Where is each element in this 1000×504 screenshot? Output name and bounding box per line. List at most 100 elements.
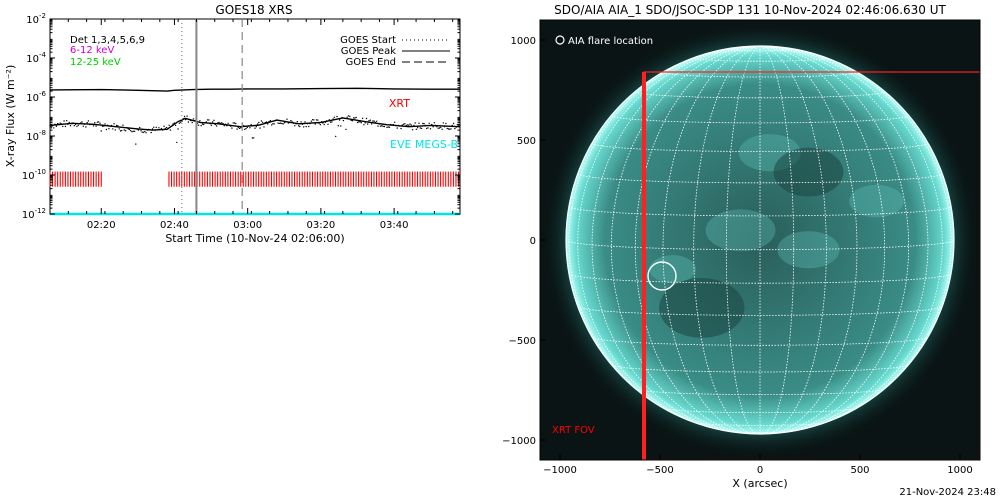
heliographic-grid-line	[634, 45, 761, 435]
goes-flux-point	[445, 122, 447, 125]
goes-flux-point	[294, 125, 296, 127]
goes-flux-point	[419, 127, 421, 129]
goes-flux-point	[191, 121, 193, 124]
goes-flux-point	[214, 123, 216, 126]
goes-flux-point	[178, 122, 181, 124]
goes-flux-point	[232, 122, 234, 124]
goes-flux-point	[420, 127, 423, 130]
goes-flux-point	[67, 123, 69, 125]
goes-flux-point	[447, 128, 450, 130]
goes-flux-point	[423, 123, 425, 125]
goes-flux-point	[347, 115, 350, 117]
y-axis-label: X-ray Flux (W m⁻²)	[4, 65, 17, 167]
goes-flux-point	[140, 130, 142, 132]
flare-location-circle	[647, 261, 677, 291]
goes-flux-point	[309, 122, 311, 125]
goes-flux-point	[350, 119, 352, 122]
goes-flux-point	[221, 122, 223, 124]
heliographic-grid-line	[759, 45, 943, 432]
heliographic-grid-line	[759, 45, 910, 434]
goes-flux-point	[317, 119, 319, 121]
goes-flux-point	[200, 125, 202, 127]
goes-flux-point	[356, 121, 359, 124]
goes-flux-point	[180, 121, 182, 124]
goes-flux-point	[372, 120, 374, 122]
image-y-tick-label: −500	[509, 336, 536, 347]
goes-flux-point	[223, 125, 225, 127]
goes-flux-point	[391, 124, 393, 126]
goes-flux-point	[428, 122, 430, 125]
goes-flux-point	[427, 127, 429, 129]
image-y-tick-label: 1000	[511, 36, 536, 47]
goes-flux-point	[114, 129, 117, 131]
goes-flux-point	[443, 126, 446, 128]
dark-region	[659, 278, 745, 338]
goes-flux-point	[160, 128, 163, 130]
x-tick-label: 03:40	[380, 220, 409, 231]
goes-flux-point	[87, 120, 90, 122]
x-tick-label: 02:20	[87, 220, 116, 231]
goes-flux-point	[381, 125, 383, 127]
goes-flux-point	[305, 125, 307, 128]
goes-flux-point	[281, 122, 283, 125]
goes-flux-point	[440, 126, 442, 129]
goes-flux-point	[168, 124, 170, 127]
goes-flux-point	[354, 117, 356, 119]
goes-flux-point	[290, 119, 292, 122]
image-x-tick-label: −500	[646, 465, 673, 476]
legend-12-25-kev: 12-25 keV	[70, 57, 121, 68]
goes-flux-point	[394, 121, 396, 124]
goes-flux-point	[91, 123, 94, 126]
goes-flux-point	[455, 126, 457, 128]
goes-flux-point	[169, 129, 172, 131]
goes-flux-point	[292, 122, 295, 124]
goes-flux-point	[295, 123, 297, 125]
goes-flux-point	[53, 127, 55, 129]
goes-flux-point	[109, 125, 111, 128]
goes-flux-point	[274, 119, 277, 122]
goes-flux-point	[263, 126, 265, 128]
goes-flux-point	[388, 126, 391, 128]
goes-flux-point	[153, 126, 155, 128]
goes-flux-point	[422, 122, 424, 125]
goes-flux-point	[132, 130, 134, 132]
goes-flux-point	[458, 124, 460, 127]
goes-flux-point	[86, 122, 88, 124]
goes-flux-point	[58, 123, 60, 126]
goes-flux-point	[49, 124, 51, 127]
goes-flux-point	[69, 125, 72, 127]
goes-flux-point	[190, 119, 192, 122]
goes-flux-point	[209, 123, 211, 125]
goes-flux-point	[164, 127, 166, 130]
goes-flux-point	[247, 125, 250, 127]
goes-flux-point	[199, 120, 201, 122]
plot-content	[49, 19, 461, 216]
goes-flux-point	[332, 118, 334, 120]
goes-flux-point	[136, 128, 138, 130]
goes-flux-point	[286, 118, 288, 120]
goes-flux-point	[144, 130, 146, 133]
goes-flux-point	[431, 123, 433, 126]
goes-flux-point	[417, 127, 419, 129]
heliographic-grid-line	[759, 45, 929, 434]
goes-flux-point	[387, 126, 389, 128]
goes-flux-point	[227, 122, 229, 125]
goes-flux-point	[442, 122, 444, 124]
heliographic-grid-line	[577, 45, 761, 432]
goes-flux-point	[105, 128, 108, 131]
goes-flux-point	[450, 128, 452, 130]
y-tick-label: 10-12	[22, 207, 46, 221]
goes-flux-point	[103, 125, 105, 127]
goes-flux-point	[240, 127, 242, 129]
goes-flux-point	[85, 126, 87, 128]
goes-flux-point	[62, 125, 64, 128]
goes-flux-point	[98, 121, 100, 123]
goes-flux-point	[360, 122, 362, 124]
goes-flux-point	[314, 123, 316, 125]
goes-flux-point	[244, 128, 246, 131]
goes-flux-point	[337, 125, 339, 127]
goes-flux-point	[64, 125, 67, 128]
goes-flux-point	[344, 117, 346, 120]
goes-flux-point	[449, 128, 451, 130]
goes-flux-point	[146, 129, 149, 131]
